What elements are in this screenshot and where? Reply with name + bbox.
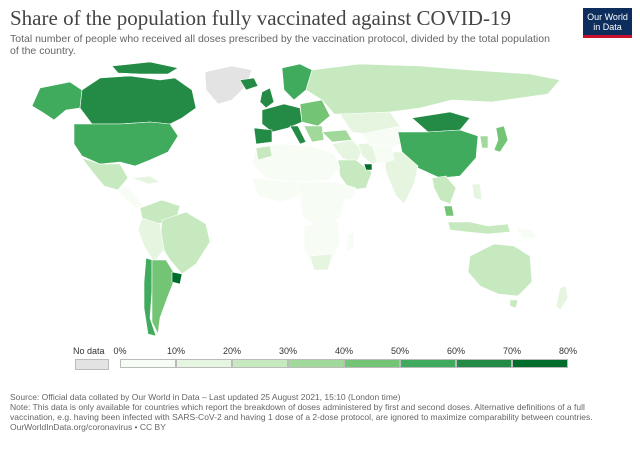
chart-title: Share of the population fully vaccinated…	[10, 6, 511, 30]
region-greenland[interactable]	[204, 65, 253, 105]
region-argentina[interactable]	[151, 259, 177, 335]
legend-tick-label: 60%	[446, 346, 466, 356]
region-pakistan[interactable]	[371, 143, 395, 165]
region-mongolia[interactable]	[411, 111, 471, 133]
region-middle-east[interactable]	[331, 139, 363, 165]
region-iberia[interactable]	[253, 127, 273, 145]
chart-subtitle: Total number of people who received all …	[10, 33, 550, 57]
region-new-zealand[interactable]	[555, 285, 569, 311]
region-caribbean[interactable]	[131, 175, 161, 185]
region-japan[interactable]	[493, 125, 509, 153]
legend-nodata-label: No data	[73, 346, 105, 356]
region-scandinavia[interactable]	[281, 63, 313, 101]
region-iceland[interactable]	[239, 77, 259, 91]
region-madagascar[interactable]	[345, 231, 355, 253]
region-peru-bolivia[interactable]	[137, 217, 165, 263]
region-balkans[interactable]	[303, 125, 325, 143]
region-canada[interactable]	[79, 75, 197, 125]
legend-tick-label: 50%	[390, 346, 410, 356]
region-russia[interactable]	[305, 63, 561, 115]
region-indochina[interactable]	[431, 175, 457, 205]
legend-tick-label: 0%	[113, 346, 127, 356]
owid-logo[interactable]: Our World in Data	[583, 8, 632, 38]
region-australia[interactable]	[467, 243, 533, 297]
footer: Source: Official data collated by Our Wo…	[10, 392, 630, 432]
legend-tick-label: 30%	[278, 346, 298, 356]
region-tasmania[interactable]	[509, 299, 519, 309]
footer-source: Source: Official data collated by Our Wo…	[10, 392, 401, 402]
region-alaska[interactable]	[31, 81, 83, 121]
region-papua-new-guinea[interactable]	[515, 227, 539, 239]
region-central-asia[interactable]	[361, 125, 411, 149]
region-western-europe[interactable]	[261, 103, 303, 133]
region-mexico[interactable]	[81, 157, 129, 191]
region-central-america[interactable]	[117, 185, 145, 209]
legend-bin-0[interactable]	[120, 359, 176, 368]
legend-tick-label: 70%	[502, 346, 522, 356]
region-italy[interactable]	[289, 125, 307, 145]
world-map	[31, 61, 569, 337]
legend-bin-5[interactable]	[400, 359, 456, 368]
legend-bin-7[interactable]	[512, 359, 568, 368]
legend: No data 0% 10% 20% 30% 40% 50% 60% 70% 80%	[0, 340, 640, 370]
legend-nodata-swatch	[75, 359, 109, 370]
region-malaysia[interactable]	[443, 205, 455, 217]
legend-bin-4[interactable]	[344, 359, 400, 368]
region-north-africa[interactable]	[251, 143, 341, 183]
region-usa[interactable]	[73, 121, 179, 167]
region-philippines[interactable]	[471, 183, 483, 201]
legend-tick-label: 10%	[166, 346, 186, 356]
region-uk[interactable]	[259, 87, 275, 109]
region-south-africa[interactable]	[309, 253, 333, 271]
region-central-africa[interactable]	[295, 181, 347, 229]
region-korea[interactable]	[479, 135, 489, 149]
legend-bin-2[interactable]	[232, 359, 288, 368]
region-arabian-peninsula[interactable]	[337, 159, 373, 191]
region-arctic-islands[interactable]	[111, 61, 179, 75]
footer-note: Note: This data is only available for co…	[10, 402, 593, 422]
legend-bin-1[interactable]	[176, 359, 232, 368]
legend-tick-label: 40%	[334, 346, 354, 356]
region-uruguay[interactable]	[171, 271, 183, 285]
legend-bin-3[interactable]	[288, 359, 344, 368]
region-horn-of-africa[interactable]	[335, 181, 357, 201]
region-morocco[interactable]	[255, 145, 273, 161]
legend-tick-label: 20%	[222, 346, 242, 356]
region-uae[interactable]	[363, 163, 373, 171]
region-indonesia[interactable]	[447, 221, 511, 235]
logo-line-2: in Data	[593, 22, 622, 32]
region-turkey[interactable]	[321, 129, 353, 143]
region-india[interactable]	[383, 151, 419, 205]
legend-bin-6[interactable]	[456, 359, 512, 368]
region-west-africa[interactable]	[251, 177, 301, 203]
footer-url[interactable]: OurWorldInData.org/coronavirus • CC BY	[10, 422, 166, 432]
legend-tick-label: 80%	[558, 346, 578, 356]
logo-line-1: Our World	[587, 12, 628, 22]
region-eastern-europe[interactable]	[299, 99, 331, 127]
